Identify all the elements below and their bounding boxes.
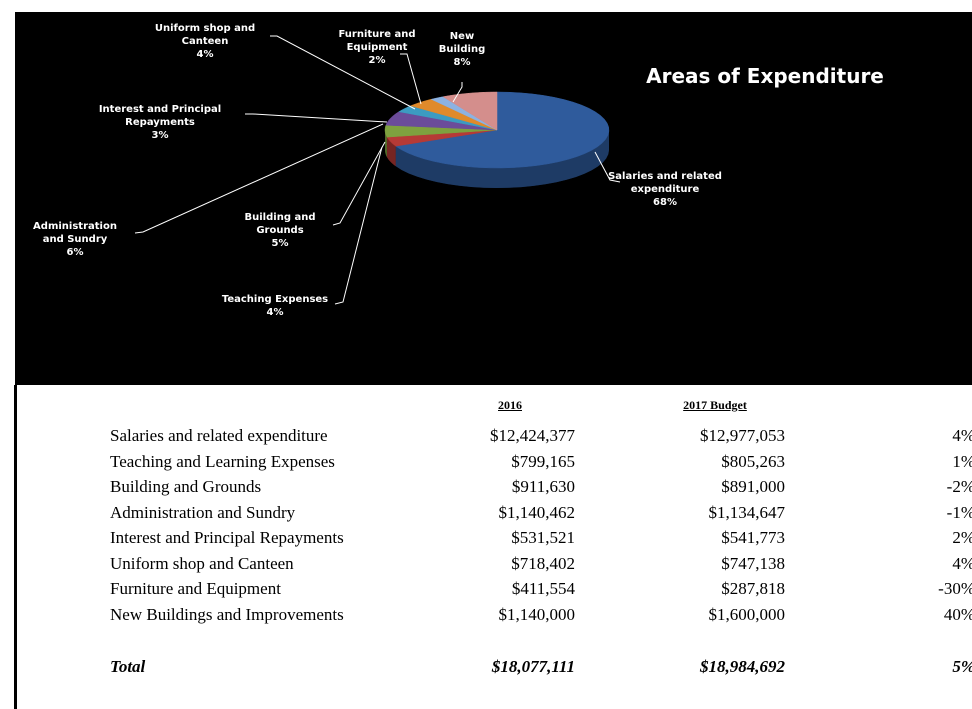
row-label: Furniture and Equipment — [110, 579, 281, 598]
leader-line — [334, 146, 383, 305]
label-value: 5% — [271, 238, 289, 249]
leader-line — [245, 113, 388, 123]
data-label: Administration and Sundry 6% — [25, 220, 125, 259]
row-label: New Buildings and Improvements — [110, 604, 344, 624]
pie-side-shade — [386, 137, 396, 167]
pie-chart — [134, 35, 621, 305]
leader-line — [270, 35, 416, 110]
data-label: Building and Grounds 5% — [235, 211, 325, 250]
pie-slice — [430, 96, 498, 131]
chart-title: Areas of Expenditure — [646, 64, 884, 88]
pie-side — [386, 137, 396, 167]
table-cell: $411,554 — [511, 579, 575, 598]
leader-line — [400, 53, 422, 105]
table-cell: 40% — [943, 604, 972, 624]
label-value: 3% — [151, 130, 169, 141]
pie-side — [395, 130, 609, 188]
table-cell: $718,402 — [511, 553, 575, 573]
row-label: Building and Grounds — [110, 477, 262, 496]
leader-line — [332, 141, 386, 226]
table-cell: $541,773 — [721, 528, 785, 547]
label-value: 2% — [368, 55, 386, 66]
pie-side-shade — [385, 130, 387, 158]
leader-line — [594, 151, 621, 183]
row-label: Total — [110, 657, 146, 676]
data-label: Interest and Principal Repayments 3% — [85, 103, 235, 142]
table-cell: 4% — [952, 426, 972, 445]
label-name: Teaching Expenses — [221, 294, 329, 305]
chart-area: Areas of Expenditure Salaries and relate… — [15, 12, 972, 385]
pie-slice — [398, 105, 498, 131]
table-cell: $1,140,000 — [498, 604, 576, 624]
row-label: Uniform shop and Canteen — [110, 553, 294, 573]
table-cell: -30% — [938, 579, 972, 598]
leader-line — [134, 123, 384, 234]
table-cell: $1,134,647 — [708, 502, 786, 522]
table-cell: $12,424,377 — [490, 426, 575, 445]
label-name: Building and Grounds — [244, 212, 316, 236]
table-cell: $911,630 — [511, 477, 575, 496]
pie-slice — [442, 91, 498, 131]
row-label: Teaching and Learning Expenses — [110, 451, 335, 471]
table-cell: 5% — [952, 657, 972, 676]
table-cell: $799,165 — [511, 451, 575, 471]
table-cell: $747,138 — [721, 553, 785, 573]
pie-slice — [385, 111, 498, 131]
table-cell: -1% — [946, 502, 972, 522]
pie-slice — [384, 124, 498, 138]
table-cell: $1,140,462 — [498, 502, 576, 522]
label-name: Interest and Principal Repayments — [98, 104, 222, 128]
data-label: Furniture and Equipment 2% — [332, 28, 422, 67]
table-cell: $18,077,111 — [491, 657, 575, 676]
data-label: Salaries and related expenditure 68% — [600, 170, 730, 209]
row-label: Salaries and related expenditure — [110, 426, 328, 445]
leader-line — [452, 82, 463, 103]
row-label: Interest and Principal Repayments — [110, 528, 344, 547]
column-header: 2017 Budget — [683, 398, 747, 412]
pie-side-shade — [395, 130, 609, 188]
table-cell: $1,600,000 — [708, 604, 786, 624]
table-cell: $531,521 — [511, 528, 575, 547]
table-cell: 4% — [952, 553, 972, 573]
table-cell: -2% — [946, 477, 972, 496]
table-cell: 2% — [952, 528, 972, 547]
label-value: 68% — [653, 197, 677, 208]
table-cell: $287,818 — [721, 579, 785, 598]
table-cell: 1% — [952, 451, 972, 471]
table-cell: $805,263 — [721, 451, 785, 471]
pie-slice — [394, 91, 610, 169]
label-name: Uniform shop and Canteen — [154, 23, 256, 47]
border — [14, 385, 17, 709]
data-label: Teaching Expenses 4% — [205, 293, 345, 319]
label-value: 6% — [66, 247, 84, 258]
label-value: 4% — [266, 307, 284, 318]
pie-side — [385, 130, 387, 158]
data-label: Uniform shop and Canteen 4% — [145, 22, 265, 61]
label-value: 8% — [453, 57, 471, 68]
column-header: 2016 — [498, 398, 522, 412]
row-label: Administration and Sundry — [110, 502, 296, 522]
table-cell: $18,984,692 — [700, 657, 785, 676]
pie-slice — [386, 129, 498, 147]
table-cell: $12,977,053 — [700, 426, 785, 445]
data-label: New Building 8% — [437, 30, 487, 69]
label-name: Furniture and Equipment — [338, 29, 416, 53]
label-name: Salaries and related expenditure — [608, 171, 722, 195]
label-name: Administration and Sundry — [33, 221, 117, 245]
table-cell: $891,000 — [721, 477, 785, 496]
label-name: New Building — [438, 31, 486, 55]
label-value: 4% — [196, 49, 214, 60]
